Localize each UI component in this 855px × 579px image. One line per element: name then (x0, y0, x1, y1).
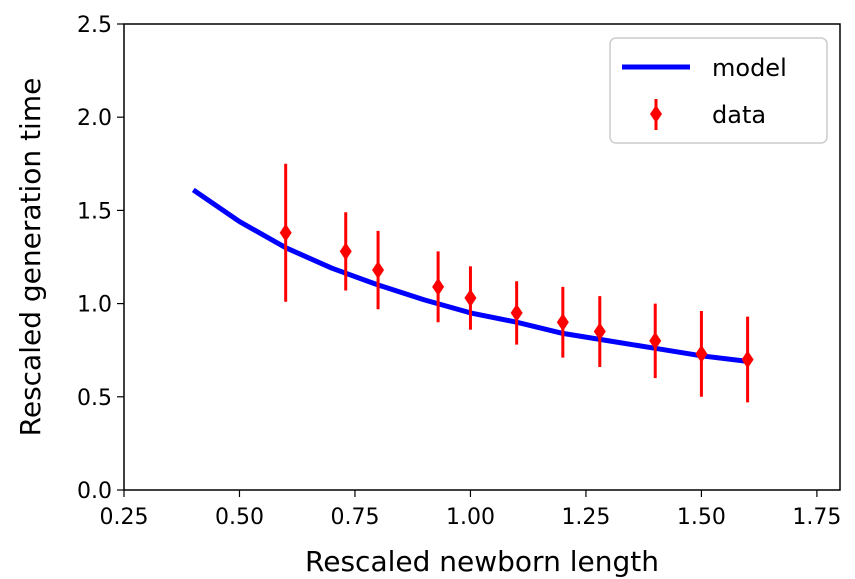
data-point (695, 344, 708, 363)
data-point (372, 261, 385, 280)
data-point (432, 277, 445, 296)
x-tick-label: 0.75 (330, 505, 379, 530)
legend-box (609, 37, 828, 144)
y-tick-label: 0.0 (77, 479, 112, 504)
x-tick-label: 0.25 (100, 505, 149, 530)
x-tick-label: 1.50 (677, 505, 726, 530)
y-tick-label: 1.0 (77, 293, 112, 318)
x-axis-label: Rescaled newborn length (305, 545, 659, 578)
x-tick-label: 1.75 (792, 505, 841, 530)
data-point (649, 331, 662, 350)
y-axis-label: Rescaled generation time (14, 78, 47, 437)
data-point (510, 303, 523, 322)
legend-data-swatch (650, 105, 662, 123)
y-tick-label: 2.0 (77, 106, 112, 131)
plot-frame (123, 23, 841, 491)
y-tick-label: 0.5 (77, 386, 112, 411)
y-tick-label: 1.5 (77, 199, 112, 224)
data-point (339, 242, 352, 261)
data-point (593, 322, 606, 341)
data-point (464, 289, 477, 308)
x-tick-label: 1.25 (561, 505, 610, 530)
data-point (279, 223, 292, 242)
legend-model-label: model (712, 54, 787, 82)
y-tick-label: 2.5 (77, 13, 112, 38)
data-point (741, 350, 754, 369)
legend-data-label: data (712, 101, 766, 129)
x-tick-label: 0.50 (215, 505, 264, 530)
x-tick-label: 1.00 (446, 505, 495, 530)
data-point (556, 313, 569, 332)
